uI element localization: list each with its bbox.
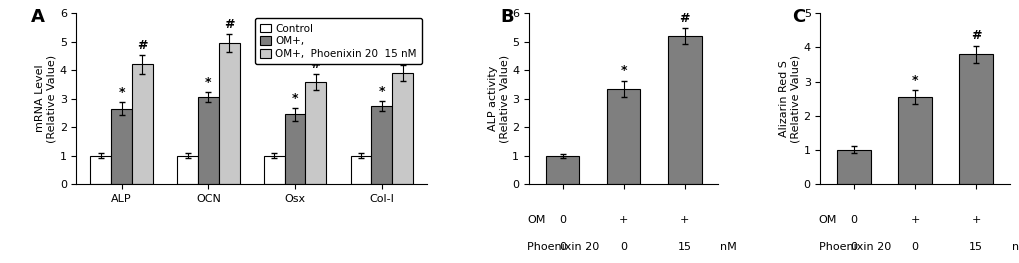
Text: #: # <box>311 58 321 71</box>
Text: +: + <box>619 215 628 225</box>
Text: *: * <box>118 87 124 99</box>
Bar <box>837 150 870 184</box>
Y-axis label: Alizarin Red S
(Relative Value): Alizarin Red S (Relative Value) <box>779 54 800 143</box>
Text: #: # <box>970 29 980 42</box>
Bar <box>177 156 198 184</box>
Text: #: # <box>137 39 148 53</box>
Text: *: * <box>378 85 384 98</box>
Text: 0: 0 <box>911 242 918 252</box>
Text: 0: 0 <box>850 242 857 252</box>
Text: *: * <box>620 64 627 77</box>
Bar <box>391 73 413 184</box>
Bar <box>91 156 111 184</box>
Text: #: # <box>397 49 408 62</box>
Text: #: # <box>223 18 234 31</box>
Text: B: B <box>500 8 514 26</box>
Bar <box>198 97 218 184</box>
Bar <box>111 109 131 184</box>
Text: OM: OM <box>818 215 837 225</box>
Bar <box>305 82 326 184</box>
Bar <box>667 36 701 184</box>
Bar <box>545 156 579 184</box>
Bar <box>131 64 153 184</box>
Bar <box>264 156 284 184</box>
Text: +: + <box>680 215 689 225</box>
Text: OM: OM <box>527 215 545 225</box>
Text: 0: 0 <box>620 242 627 252</box>
Text: Phoenixin 20: Phoenixin 20 <box>818 242 890 252</box>
Bar <box>606 89 640 184</box>
Text: Phoenixin 20: Phoenixin 20 <box>527 242 599 252</box>
Bar <box>351 156 371 184</box>
Text: +: + <box>910 215 919 225</box>
Legend: Control, OM+,, OM+,  Phoenixin 20  15 nM: Control, OM+,, OM+, Phoenixin 20 15 nM <box>255 18 421 64</box>
Text: *: * <box>911 74 917 87</box>
Bar <box>218 43 239 184</box>
Text: 15: 15 <box>968 242 982 252</box>
Text: #: # <box>679 12 689 24</box>
Text: 0: 0 <box>558 242 566 252</box>
Text: 0: 0 <box>850 215 857 225</box>
Text: 15: 15 <box>677 242 691 252</box>
Text: C: C <box>791 8 804 26</box>
Text: *: * <box>291 92 298 105</box>
Bar <box>284 114 305 184</box>
Text: nM: nM <box>1011 242 1019 252</box>
Bar <box>898 97 931 184</box>
Y-axis label: mRNA Level
(Relative Value): mRNA Level (Relative Value) <box>36 54 57 143</box>
Text: 0: 0 <box>558 215 566 225</box>
Text: nM: nM <box>719 242 736 252</box>
Bar <box>371 106 391 184</box>
Text: A: A <box>31 8 45 26</box>
Text: *: * <box>205 76 211 89</box>
Bar <box>959 54 993 184</box>
Y-axis label: ALP activity
(Relative Value): ALP activity (Relative Value) <box>487 54 508 143</box>
Text: +: + <box>970 215 980 225</box>
